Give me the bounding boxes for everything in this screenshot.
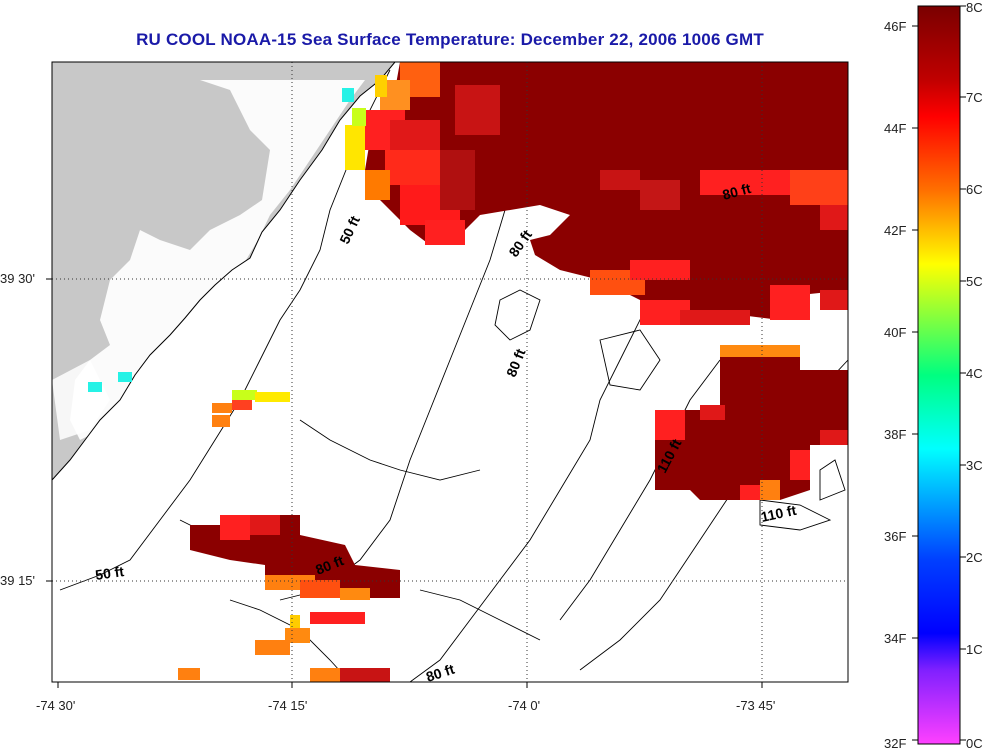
colorbar-c-label: 1C bbox=[966, 642, 983, 657]
colorbar-c-label: 2C bbox=[966, 550, 983, 565]
map-title: RU COOL NOAA-15 Sea Surface Temperature:… bbox=[136, 30, 764, 49]
colorbar-f-label: 32F bbox=[884, 736, 906, 751]
colorbar-gradient bbox=[917, 5, 961, 745]
y-tick-label: 39 15' bbox=[0, 573, 35, 588]
colorbar-c-label: 0C bbox=[966, 736, 983, 751]
x-tick-label: -74 30' bbox=[36, 698, 75, 713]
colorbar-f-label: 38F bbox=[884, 427, 906, 442]
x-tick-label: -73 45' bbox=[736, 698, 775, 713]
colorbar-c-label: 5C bbox=[966, 274, 983, 289]
colorbar-f-label: 44F bbox=[884, 121, 906, 136]
colorbar-f-label: 46F bbox=[884, 19, 906, 34]
contour-label: 50 ft bbox=[94, 563, 125, 583]
colorbar-f-label: 40F bbox=[884, 325, 906, 340]
graticule bbox=[52, 62, 848, 682]
colorbar-f-label: 34F bbox=[884, 631, 906, 646]
colorbar-c-label: 3C bbox=[966, 458, 983, 473]
axis-ticks bbox=[46, 278, 763, 688]
colorbar-c-label: 4C bbox=[966, 366, 983, 381]
contour-label: 80 ft bbox=[721, 180, 753, 203]
colorbar-c-label: 8C bbox=[966, 0, 983, 15]
map-frame bbox=[51, 61, 849, 683]
contour-label: 80 ft bbox=[424, 661, 457, 685]
back-bay-water bbox=[70, 80, 365, 440]
contour-label: 110 ft bbox=[759, 502, 798, 525]
colorbar-c-label: 6C bbox=[966, 182, 983, 197]
x-tick-label: -74 0' bbox=[508, 698, 540, 713]
colorbar-c-label: 7C bbox=[966, 90, 983, 105]
sst-pixels bbox=[88, 62, 848, 682]
colorbar-f-label: 36F bbox=[884, 529, 906, 544]
coastline bbox=[52, 62, 396, 481]
x-tick-label: -74 15' bbox=[268, 698, 307, 713]
y-tick-label: 39 30' bbox=[0, 271, 35, 286]
inlet-water bbox=[52, 360, 110, 440]
colorbar: 46F 44F 42F 40F 38F 36F 34F 32F 8C 7C 6C… bbox=[884, 0, 983, 751]
colorbar-f-label: 42F bbox=[884, 223, 906, 238]
